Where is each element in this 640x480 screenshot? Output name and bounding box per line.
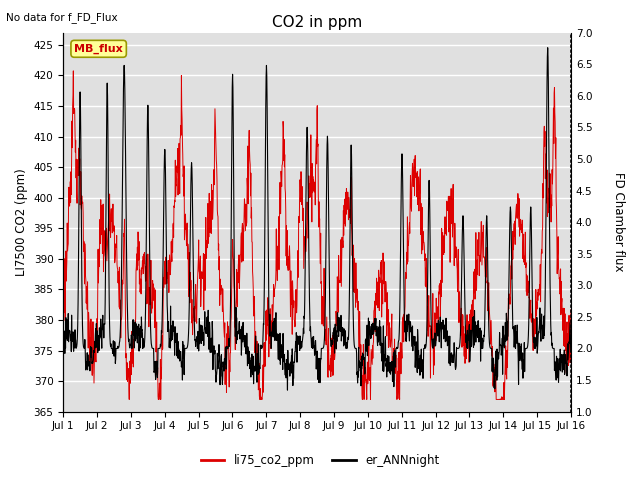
Text: MB_flux: MB_flux [74, 44, 123, 54]
Y-axis label: LI7500 CO2 (ppm): LI7500 CO2 (ppm) [15, 168, 28, 276]
Title: CO2 in ppm: CO2 in ppm [272, 15, 362, 30]
Y-axis label: FD Chamber flux: FD Chamber flux [612, 172, 625, 272]
Text: No data for f_FD_Flux: No data for f_FD_Flux [6, 12, 118, 23]
Legend: li75_co2_ppm, er_ANNnight: li75_co2_ppm, er_ANNnight [196, 449, 444, 472]
